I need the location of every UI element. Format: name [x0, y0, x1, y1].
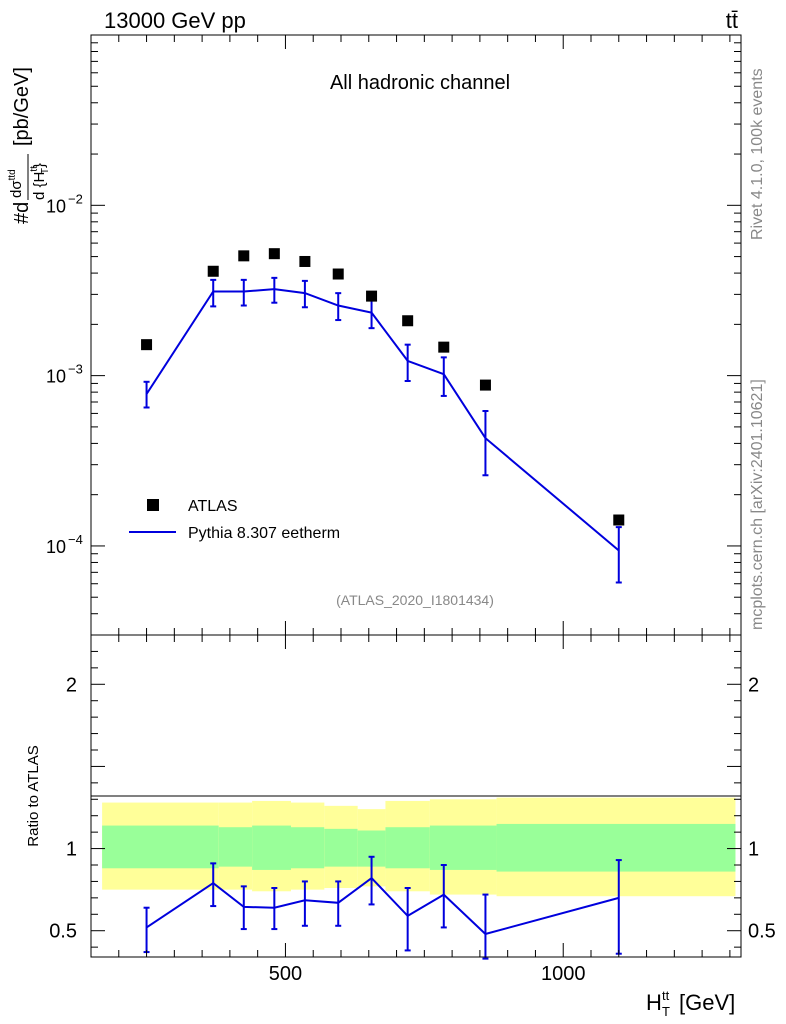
band-inner: [385, 827, 430, 869]
y-tick-label: 10: [46, 367, 66, 387]
y-tick-exponent: −4: [68, 532, 83, 547]
band-inner: [252, 825, 291, 870]
atlas-data-point: [479, 379, 491, 391]
ratio-y-tick-label-left: 1: [66, 839, 77, 861]
atlas-data-point: [238, 250, 250, 262]
ratio-uncertainty-bands: [102, 797, 736, 897]
ratio-y-tick-label-right: 1: [748, 839, 759, 861]
y-tick-exponent: −3: [68, 362, 83, 377]
legend: ATLAS Pythia 8.307 eetherm: [129, 498, 340, 542]
y-tick-label: 10: [46, 537, 66, 557]
band-inner: [324, 828, 358, 867]
main-panel: 10−210−310−4 All hadronic channel (ATLAS…: [7, 34, 742, 636]
ratio-y-ticks: 0.5 0.5 1 1 2 2: [49, 650, 776, 948]
atlas-data-point: [299, 255, 311, 267]
x-axis-label: H tt T [GeV]: [646, 988, 735, 1019]
svg-text:[pb/GeV]: [pb/GeV]: [11, 67, 33, 146]
main-y-axis-label: #d dσttd d {HttT} [pb/GeV]: [7, 67, 51, 224]
main-y-ticks: 10−210−310−4: [46, 34, 741, 636]
atlas-data-point: [332, 268, 344, 280]
band-inner: [496, 823, 736, 872]
ratio-y-tick-label-left: 0.5: [49, 921, 77, 943]
ratio-plot-area: [143, 855, 622, 960]
svg-text:tt: tt: [662, 988, 670, 1003]
mcplots-label: mcplots.cern.ch [arXiv:2401.10621]: [749, 379, 766, 630]
main-x-ticks: [118, 35, 731, 635]
atlas-data-point: [207, 265, 219, 277]
svg-text:#d: #d: [11, 202, 33, 224]
legend-label-pythia: Pythia 8.307 eetherm: [188, 525, 340, 542]
band-inner: [218, 827, 253, 867]
main-title: All hadronic channel: [330, 72, 510, 94]
legend-marker-atlas: [147, 499, 159, 511]
atlas-data-point: [438, 341, 450, 353]
band-inner: [102, 825, 219, 869]
atlas-data-point: [366, 290, 378, 302]
header-collision-label: 13000 GeV pp: [104, 8, 246, 33]
ratio-y-tick-label-right: 0.5: [748, 921, 776, 943]
svg-text:dσttd: dσttd: [7, 169, 25, 198]
x-tick-label: 1000: [541, 963, 586, 985]
legend-label-atlas: ATLAS: [188, 498, 238, 515]
band-inner: [291, 827, 325, 869]
ratio-y-tick-label-left: 2: [66, 674, 77, 696]
svg-text:[GeV]: [GeV]: [679, 990, 735, 1015]
atlas-data-point: [613, 514, 625, 526]
atlas-data-point: [141, 339, 153, 351]
ratio-y-axis-label: Ratio to ATLAS: [25, 745, 42, 846]
svg-text:T: T: [662, 1004, 670, 1019]
ratio-x-ticks: 500 1000: [118, 635, 731, 985]
svg-text:d {HttT}: d {HttT}: [29, 163, 51, 200]
ratio-panel: 500 1000 0.5 0.5 1 1 2 2 Ratio to ATLAS: [25, 634, 776, 985]
analysis-label: (ATLAS_2020_I1801434): [336, 592, 494, 608]
header-process-label: tt̄: [726, 8, 738, 33]
main-plot-area: [141, 248, 625, 584]
x-tick-label: 500: [269, 963, 302, 985]
band-inner: [429, 825, 497, 870]
y-tick-label: 10: [46, 196, 66, 216]
atlas-data-point: [402, 315, 414, 327]
y-tick-exponent: −2: [68, 191, 83, 206]
rivet-label: Rivet 4.1.0, 100k events: [749, 68, 766, 240]
svg-text:H: H: [646, 990, 662, 1015]
ratio-frame: [90, 634, 742, 958]
atlas-data-point: [268, 248, 280, 260]
ratio-y-tick-label-right: 2: [748, 674, 759, 696]
main-frame: [90, 34, 742, 636]
